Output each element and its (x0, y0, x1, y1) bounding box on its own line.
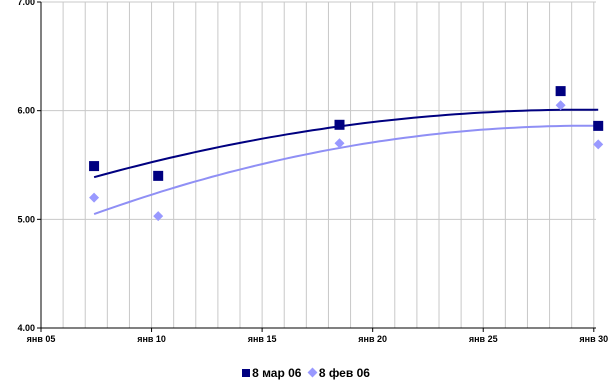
y-tick-label: 5.00 (17, 214, 35, 224)
diamond-data-point (555, 100, 566, 111)
trendline-series-2 (93, 124, 599, 216)
gridlines (40, 1, 596, 329)
legend-item-series-1: 8 мар 06 (242, 366, 301, 380)
x-tick-label: янв 20 (358, 334, 387, 344)
axes (37, 1, 596, 332)
square-data-point (593, 120, 604, 131)
x-tick-label: янв 05 (27, 334, 56, 344)
square-data-point (89, 161, 100, 172)
legend-item-series-2: 8 фев 06 (307, 366, 370, 380)
square-data-point (334, 119, 345, 130)
square-marker-icon (242, 369, 251, 377)
y-tick-label: 4.00 (17, 323, 35, 333)
square-data-point (555, 86, 566, 97)
square-data-point (153, 170, 164, 181)
legend-label-series-2: 8 фев 06 (318, 366, 370, 380)
legend-label-series-1: 8 мар 06 (252, 366, 302, 380)
x-tick-label: янв 15 (248, 334, 277, 344)
trendlines (93, 108, 599, 216)
diamond-data-point (593, 139, 604, 150)
diamond-data-point (334, 138, 345, 149)
tick-labels: 4.00 5.00 6.00 7.00 янв 05 янв 10 янв 15 янв 20… (17, 0, 608, 344)
trendline-series-1 (93, 108, 599, 179)
legend: 8 мар 06 8 фев 06 (0, 366, 612, 380)
y-tick-label: 6.00 (17, 106, 35, 116)
data-points (89, 86, 604, 222)
diamond-data-point (89, 192, 100, 203)
y-tick-label: 7.00 (17, 0, 35, 7)
diamond-data-point (153, 211, 164, 222)
x-tick-label: янв 10 (137, 334, 166, 344)
x-tick-label: янв 30 (579, 334, 608, 344)
x-tick-label: янв 25 (469, 334, 498, 344)
diamond-marker-icon (307, 367, 318, 378)
